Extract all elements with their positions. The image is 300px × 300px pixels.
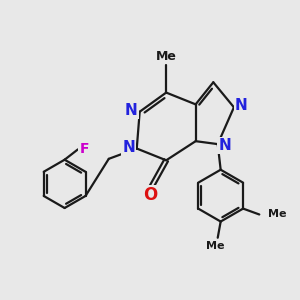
Text: O: O: [143, 186, 157, 204]
Text: N: N: [122, 140, 135, 154]
Text: F: F: [80, 142, 89, 156]
Text: N: N: [235, 98, 248, 113]
Text: N: N: [219, 138, 232, 153]
Text: Me: Me: [156, 50, 177, 63]
Text: N: N: [125, 103, 138, 118]
Text: Me: Me: [268, 209, 286, 220]
Text: Me: Me: [206, 241, 224, 251]
